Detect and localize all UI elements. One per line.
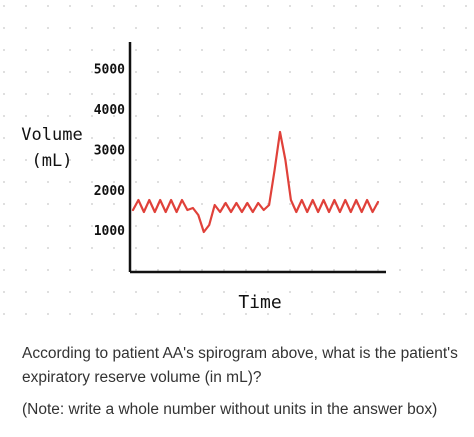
x-axis-label: Time: [238, 292, 282, 313]
y-tick-label: 2000: [94, 184, 125, 199]
question: According to patient AA's spirogram abov…: [22, 345, 458, 386]
line: [131, 130, 380, 234]
y-axis-label: Volume (mL): [21, 125, 83, 171]
y-tick-label: 5000: [94, 63, 125, 78]
dot-grid: [0, 0, 474, 330]
y-tick-label: 4000: [94, 103, 125, 118]
y-tick-label: 1000: [94, 224, 125, 239]
note: (Note: write a whole number without unit…: [22, 401, 438, 418]
y-tick-label: 3000: [94, 143, 125, 158]
